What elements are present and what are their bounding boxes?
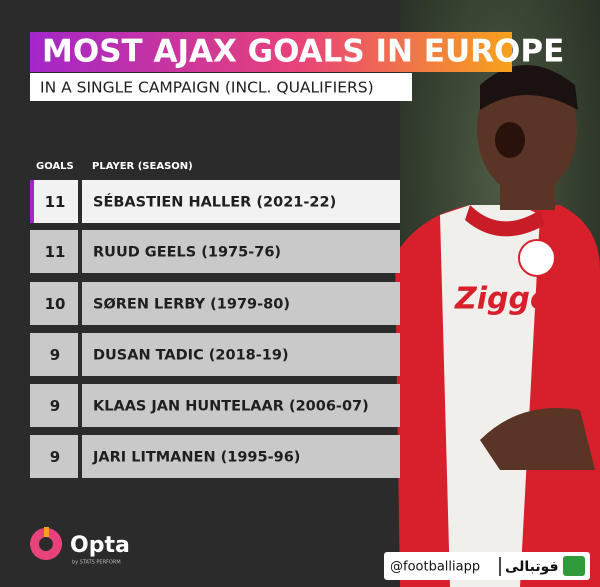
goals-cell: [30, 333, 78, 376]
goals-cell: [30, 282, 78, 325]
goals-cell: [30, 435, 78, 478]
player-name: RUUD GEELS (1975-76): [93, 245, 281, 261]
player-name: SØREN LERBY (1979-80): [93, 297, 290, 313]
watermark: @footballiapp فوتبالی: [384, 552, 590, 580]
goals-value: 10: [45, 295, 66, 313]
goals-value: 9: [50, 397, 60, 415]
column-header: PLAYER (SEASON): [92, 161, 193, 172]
watermark-handle: @footballiapp: [390, 560, 480, 575]
player-name: JARI LITMANEN (1995-96): [92, 450, 300, 466]
goals-value: 9: [50, 448, 60, 466]
player-cell: [82, 230, 400, 273]
logo-subtext: by STATS PERFORM: [72, 560, 121, 566]
player-cell: [82, 435, 400, 478]
player-name: DUSAN TADIC (2018-19): [93, 348, 289, 364]
column-header: GOALS: [36, 161, 74, 172]
highlight-marker: [30, 180, 34, 223]
goals-value: 9: [50, 346, 60, 364]
title: MOST AJAX GOALS IN EUROPE: [42, 34, 564, 70]
goals-value: 11: [45, 243, 66, 261]
player-photo: Ziggo: [395, 0, 600, 587]
watermark-brand: فوتبالی: [505, 559, 559, 575]
goals-cell: [30, 180, 78, 223]
goals-cell: [30, 384, 78, 427]
player-name: KLAAS JAN HUNTELAAR (2006-07): [93, 399, 369, 415]
goals-cell: [30, 230, 78, 273]
player-name: SÉBASTIEN HALLER (2021-22): [93, 194, 336, 211]
table: 11 SÉBASTIEN HALLER (2021-22) 11 RUUD GEELS…: [30, 180, 400, 478]
player-cell: [82, 180, 400, 223]
subtitle: IN A SINGLE CAMPAIGN (INCL. QUALIFIERS): [40, 79, 374, 97]
subtitle-band: [30, 73, 412, 101]
title-band: [30, 32, 512, 72]
player-cell: [82, 384, 400, 427]
player-cell: [82, 282, 400, 325]
goals-value: 11: [45, 193, 66, 211]
logo-text: Opta: [70, 533, 130, 558]
player-cell: [82, 333, 400, 376]
svg-text:Ziggo: Ziggo: [454, 282, 551, 317]
opta-logo: Opta by STATS PERFORM: [30, 527, 130, 566]
